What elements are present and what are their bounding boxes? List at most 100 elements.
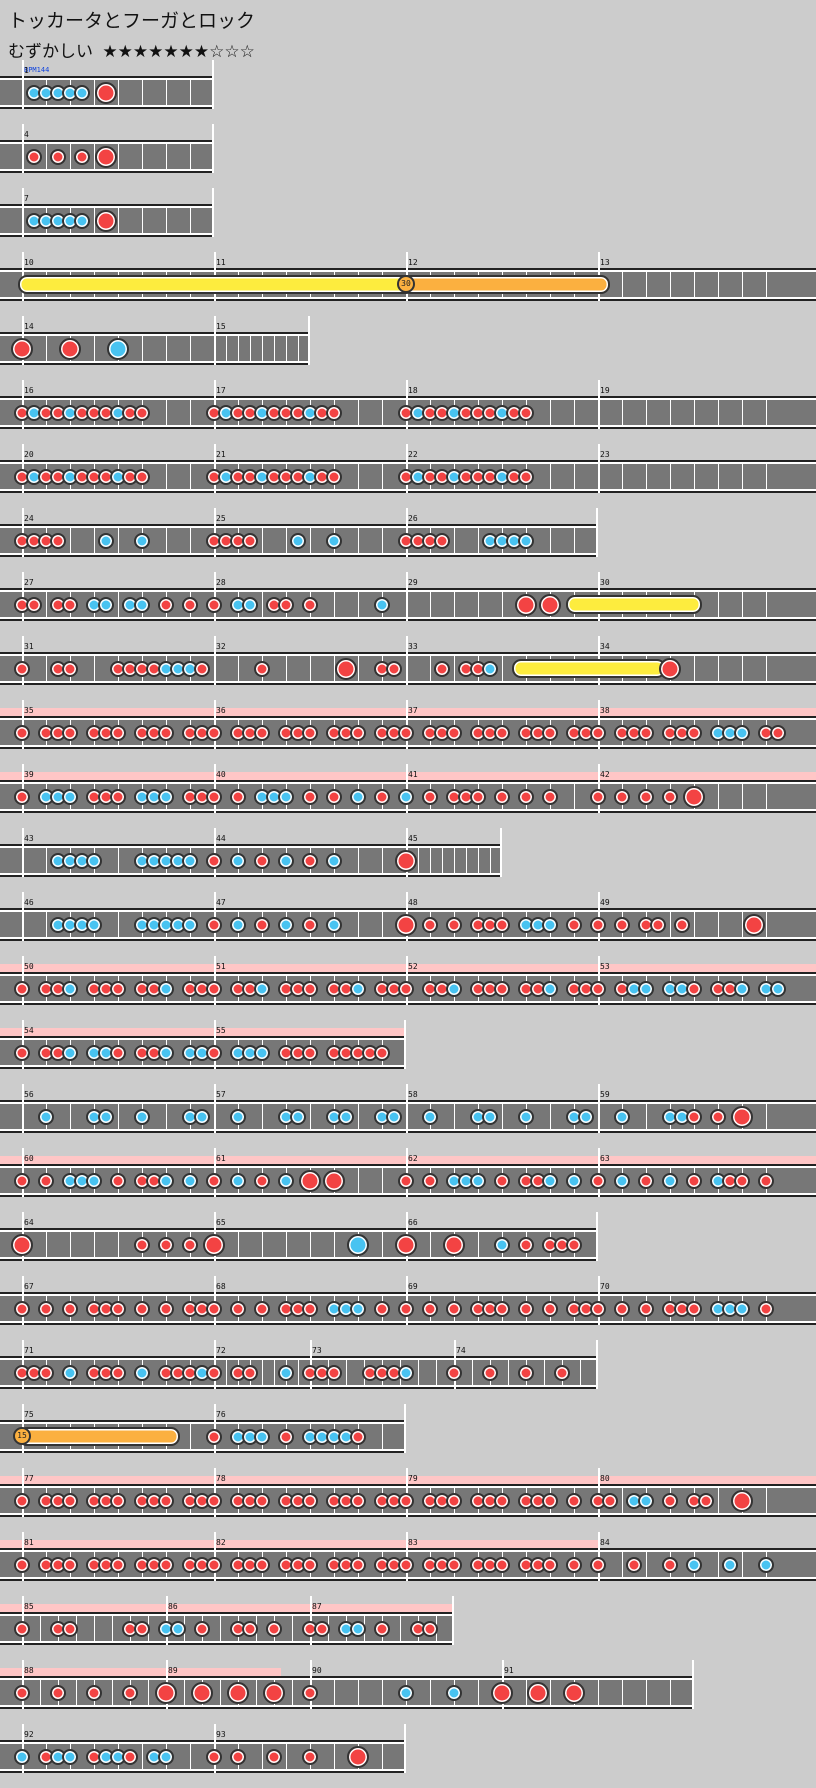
beat-tick [646, 463, 647, 490]
measure-line [406, 572, 408, 621]
chart-row: 46 47 48 49 [0, 892, 816, 956]
don-note-icon [398, 1492, 414, 1509]
beat-tick [112, 1615, 113, 1642]
beat-tick [670, 271, 671, 298]
ka-note-icon [278, 916, 294, 933]
don-note-icon [494, 980, 510, 997]
don-note-icon [443, 1233, 465, 1256]
don-note-icon [158, 1492, 174, 1509]
chart-row: 14 15 [0, 316, 816, 380]
ka-note-icon [74, 84, 90, 101]
don-note-icon [302, 1684, 318, 1701]
beat-tick [454, 1103, 455, 1130]
lane-highlight [0, 206, 214, 208]
beat-tick [454, 591, 455, 618]
beat-tick [142, 335, 143, 362]
beat-tick [646, 1551, 647, 1578]
beat-tick [298, 335, 299, 362]
ka-note-icon [542, 980, 558, 997]
don-note-icon [566, 1556, 582, 1573]
beat-tick [46, 847, 47, 874]
don-note-icon [62, 1620, 78, 1637]
measure-number: 75 [24, 1410, 34, 1419]
don-note-icon [38, 1172, 54, 1189]
lane-top-border [0, 204, 214, 207]
lane-highlight [0, 1486, 816, 1488]
measure-number: 26 [408, 514, 418, 523]
don-note-icon [518, 404, 534, 421]
measure-number: 31 [24, 642, 34, 651]
don-note-icon [482, 1364, 498, 1381]
don-note-icon [470, 788, 486, 805]
beat-tick [742, 271, 743, 298]
beat-tick [718, 911, 719, 938]
ka-note-icon [194, 1108, 210, 1125]
beat-tick [742, 911, 743, 938]
ka-note-icon [230, 1172, 246, 1189]
lane-highlight [0, 270, 816, 272]
chart-row: 88 89 90 91 [0, 1660, 816, 1724]
beat-tick [694, 655, 695, 682]
ka-note-icon [14, 1748, 30, 1765]
measure-line [22, 60, 24, 109]
ka-note-icon [494, 1236, 510, 1253]
lane-top-border [0, 1228, 598, 1231]
chart-row: 35 36 37 38 [0, 700, 816, 764]
ka-note-icon [98, 532, 114, 549]
lane-highlight [0, 1641, 454, 1643]
ka-note-icon [350, 1620, 366, 1637]
lane-highlight [0, 1193, 816, 1195]
beat-tick [220, 1615, 221, 1642]
lane-highlight [0, 782, 816, 784]
lane-top-border [0, 1740, 406, 1743]
lane-highlight [0, 1449, 406, 1451]
measure-number: 35 [24, 706, 34, 715]
beat-tick [766, 783, 767, 810]
lane-bottom-border [0, 1770, 406, 1773]
beat-tick [550, 463, 551, 490]
measure-line [406, 1084, 408, 1133]
don-note-icon [590, 788, 606, 805]
beat-tick [118, 143, 119, 170]
lane-highlight [0, 1001, 816, 1003]
ka-note-icon [338, 1108, 354, 1125]
beat-tick [718, 591, 719, 618]
don-note-icon [518, 468, 534, 485]
beat-tick [430, 591, 431, 618]
don-note-icon [134, 468, 150, 485]
beat-tick [550, 527, 551, 554]
beat-tick [478, 1231, 479, 1258]
lane-highlight [0, 681, 816, 683]
beat-tick [46, 143, 47, 170]
beat-tick [466, 847, 467, 874]
lane-bottom-border [0, 746, 816, 749]
ka-note-icon [734, 980, 750, 997]
beat-tick [190, 463, 191, 490]
lane-top-border [0, 1164, 816, 1167]
don-note-icon [302, 1044, 318, 1061]
lane-top-border [0, 268, 816, 271]
don-note-icon [203, 1233, 225, 1256]
lane-highlight [0, 1038, 406, 1040]
beat-tick [766, 1487, 767, 1514]
lane-bottom-border [0, 490, 816, 493]
lane-bottom-border [0, 1322, 816, 1325]
beat-tick [226, 335, 227, 362]
beat-tick [238, 655, 239, 682]
don-note-icon [422, 916, 438, 933]
don-note-icon [263, 1681, 285, 1704]
beat-tick [718, 271, 719, 298]
beat-tick [166, 463, 167, 490]
lane-highlight [0, 1257, 598, 1259]
beat-tick [646, 271, 647, 298]
don-note-icon [494, 1172, 510, 1189]
beat-tick [622, 271, 623, 298]
ka-note-icon [446, 980, 462, 997]
don-note-icon [494, 1556, 510, 1573]
don-note-icon [38, 1300, 54, 1317]
measure-number: 40 [216, 770, 226, 779]
measure-number: 80 [600, 1474, 610, 1483]
don-note-icon [242, 1364, 258, 1381]
don-note-icon [206, 980, 222, 997]
beat-tick [526, 1679, 527, 1706]
